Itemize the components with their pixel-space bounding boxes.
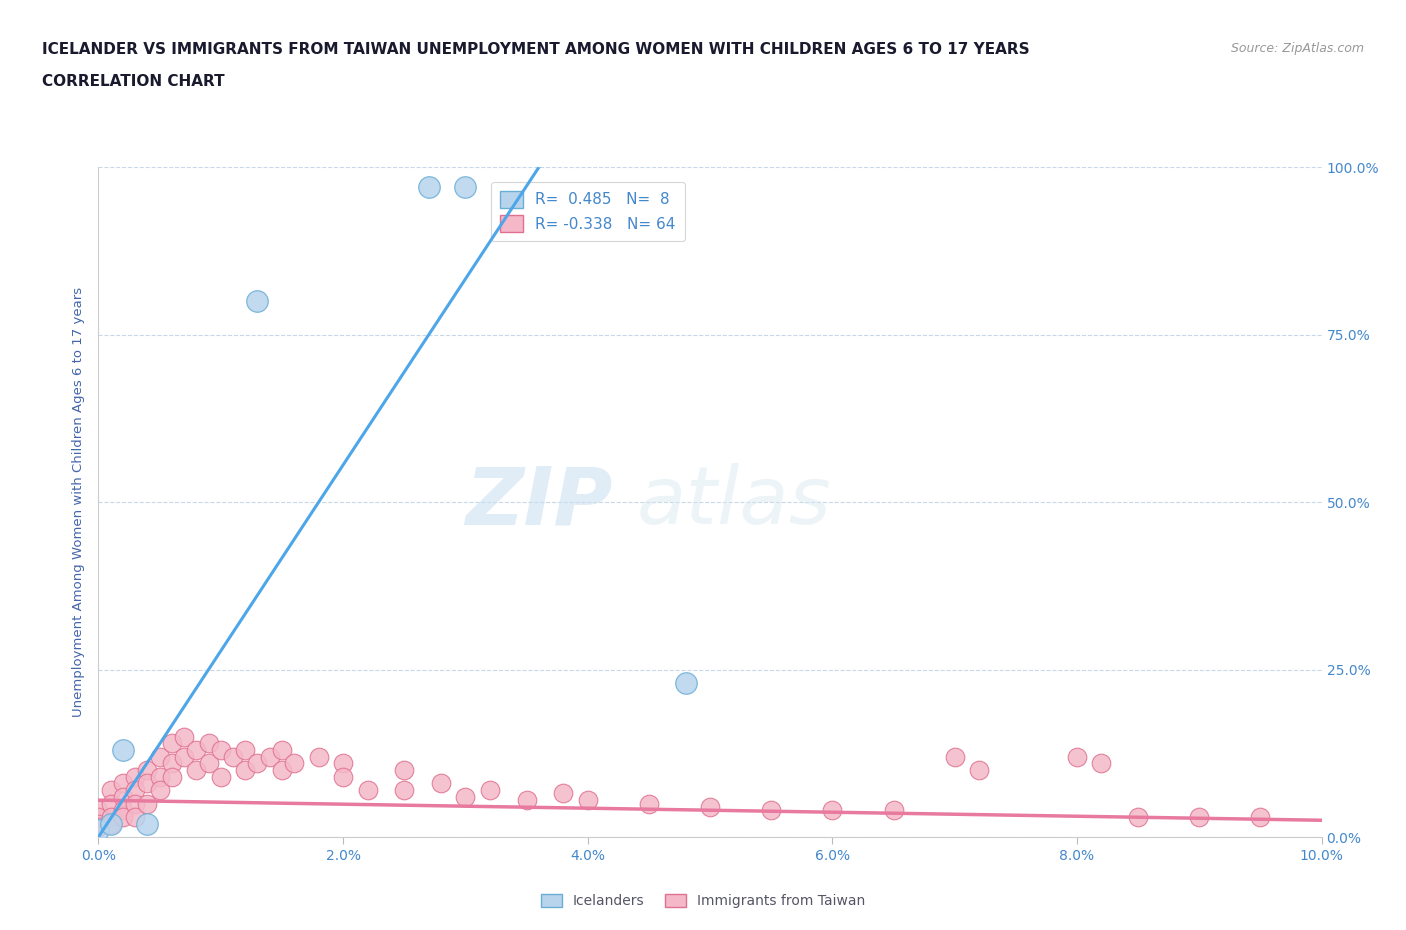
Point (209, 769, 232, 784)
Point (124, 769, 146, 784)
Point (283, 756, 305, 771)
Point (430, 776, 453, 790)
Point (173, 729, 195, 744)
Point (160, 756, 183, 771)
Point (100, 796, 122, 811)
Point (233, 742, 256, 757)
Point (553, 786, 575, 801)
Point (111, 776, 134, 790)
Point (454, 180, 477, 195)
Text: ZIP: ZIP (465, 463, 612, 541)
Point (87, 819, 110, 834)
Point (699, 800, 721, 815)
Point (883, 803, 905, 817)
Text: Source: ZipAtlas.com: Source: ZipAtlas.com (1230, 42, 1364, 55)
Point (149, 769, 172, 784)
Point (1066, 750, 1088, 764)
Point (943, 750, 966, 764)
Point (111, 809, 134, 824)
Point (1188, 809, 1211, 824)
Point (124, 783, 146, 798)
Point (136, 817, 159, 831)
Y-axis label: Unemployment Among Women with Children Ages 6 to 17 years: Unemployment Among Women with Children A… (72, 287, 86, 717)
Point (100, 809, 122, 824)
Text: atlas: atlas (637, 463, 831, 541)
Text: CORRELATION CHART: CORRELATION CHART (42, 74, 225, 89)
Point (675, 675, 697, 690)
Point (173, 750, 195, 764)
Point (637, 796, 661, 811)
Point (1128, 809, 1150, 824)
Point (332, 769, 354, 784)
Point (87, 809, 110, 824)
Point (87, 803, 110, 817)
Legend: Icelanders, Immigrants from Taiwan: Icelanders, Immigrants from Taiwan (536, 889, 870, 914)
Point (454, 790, 477, 804)
Point (111, 742, 134, 757)
Point (1249, 809, 1271, 824)
Point (418, 180, 440, 195)
Point (259, 750, 281, 764)
Point (967, 763, 990, 777)
Point (197, 756, 219, 771)
Point (111, 790, 134, 804)
Point (100, 817, 122, 831)
Point (576, 792, 599, 807)
Point (222, 750, 245, 764)
Point (233, 763, 256, 777)
Point (87, 823, 110, 838)
Point (246, 756, 269, 771)
Point (392, 763, 416, 777)
Point (332, 756, 354, 771)
Text: ICELANDER VS IMMIGRANTS FROM TAIWAN UNEMPLOYMENT AMONG WOMEN WITH CHILDREN AGES : ICELANDER VS IMMIGRANTS FROM TAIWAN UNEM… (42, 42, 1029, 57)
Point (111, 803, 134, 817)
Point (186, 742, 208, 757)
Point (516, 792, 538, 807)
Point (124, 796, 146, 811)
Point (759, 803, 782, 817)
Point (160, 769, 183, 784)
Point (270, 742, 292, 757)
Point (308, 750, 330, 764)
Point (392, 783, 416, 798)
Point (100, 783, 122, 798)
Point (124, 809, 146, 824)
Point (197, 736, 219, 751)
Point (1090, 756, 1112, 771)
Point (160, 736, 183, 751)
Point (136, 763, 159, 777)
Point (149, 750, 172, 764)
Point (246, 294, 269, 309)
Point (356, 783, 378, 798)
Point (87, 817, 110, 831)
Legend: R=  0.485   N=  8, R= -0.338   N= 64: R= 0.485 N= 8, R= -0.338 N= 64 (491, 181, 685, 241)
Point (136, 796, 159, 811)
Point (149, 783, 172, 798)
Point (270, 763, 292, 777)
Point (209, 742, 232, 757)
Point (478, 783, 501, 798)
Point (186, 763, 208, 777)
Point (136, 776, 159, 790)
Point (821, 803, 844, 817)
Point (100, 817, 122, 831)
